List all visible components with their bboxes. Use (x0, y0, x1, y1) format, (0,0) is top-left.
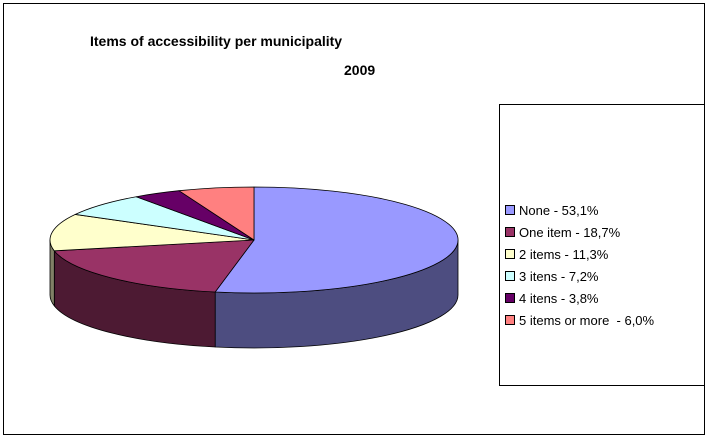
legend-item: 5 items or more - 6,0% (500, 309, 654, 331)
legend-swatch (505, 315, 515, 325)
legend-label: 4 itens - 3,8% (519, 290, 599, 306)
legend-swatch (505, 227, 515, 237)
chart-title: Items of accessibility per municipality (90, 33, 343, 49)
legend-item: 2 items - 11,3% (500, 243, 654, 265)
legend-swatch (505, 271, 515, 281)
legend-label: One item - 18,7% (519, 224, 621, 240)
legend-label: 5 items or more - 6,0% (519, 312, 655, 328)
legend-swatch (505, 293, 515, 303)
legend: None - 53,1% One item - 18,7% 2 items - 11… (499, 104, 705, 386)
pie-slice (178, 186, 255, 241)
pie-top-faces (49, 186, 459, 294)
legend-swatch (505, 205, 515, 215)
legend-list: None - 53,1% One item - 18,7% 2 items - 11… (500, 199, 654, 331)
legend-item: 3 itens - 7,2% (500, 265, 654, 287)
legend-label: 2 items - 11,3% (519, 246, 609, 262)
chart-subtitle: 2009 (344, 62, 376, 78)
pie-slice (214, 186, 459, 294)
legend-item: One item - 18,7% (500, 221, 654, 243)
pie-slice (49, 214, 255, 252)
legend-label: None - 53,1% (519, 202, 599, 218)
legend-swatch (505, 249, 515, 259)
pie-slice (53, 239, 255, 293)
legend-label: 3 itens - 7,2% (519, 268, 599, 284)
legend-item: None - 53,1% (500, 199, 654, 221)
legend-item: 4 itens - 3,8% (500, 287, 654, 309)
